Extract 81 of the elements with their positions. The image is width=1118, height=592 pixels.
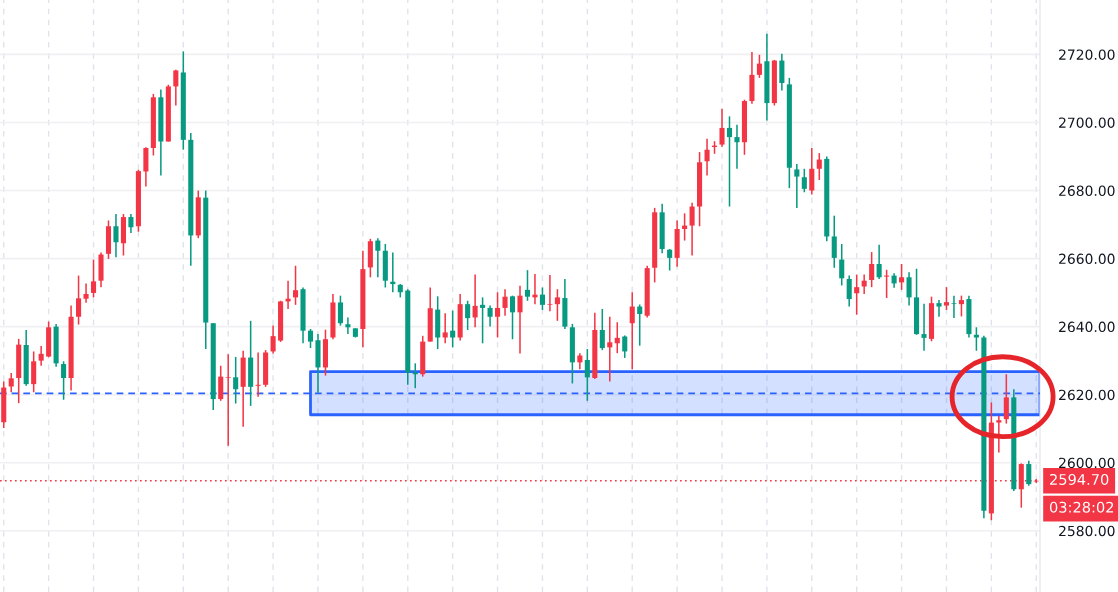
- candlestick: [637, 303, 643, 347]
- candlestick: [547, 274, 553, 313]
- candlestick: [996, 414, 1002, 454]
- candlestick: [876, 243, 882, 280]
- candlestick: [1003, 373, 1009, 425]
- candlestick: [667, 248, 673, 272]
- candlestick: [921, 303, 927, 352]
- candlestick: [801, 167, 807, 193]
- candlestick: [951, 294, 957, 319]
- candlestick: [607, 315, 613, 383]
- candlestick: [509, 294, 516, 340]
- candlestick: [1026, 459, 1032, 487]
- candlestick: [584, 348, 590, 402]
- candlestick: [337, 294, 343, 327]
- candlestick: [622, 334, 628, 359]
- candlestick: [31, 350, 37, 394]
- candlestick: [779, 52, 785, 92]
- y-tick-label: 2720.00: [1059, 49, 1115, 60]
- candlestick: [846, 274, 852, 308]
- candlestick: [539, 286, 545, 311]
- candlestick: [734, 124, 740, 170]
- candlestick: [839, 243, 845, 287]
- candlestick: [76, 274, 82, 326]
- candlestick: [502, 288, 508, 317]
- candlestick: [83, 282, 89, 304]
- candlestick: [756, 54, 762, 79]
- candlestick: [293, 264, 299, 306]
- candlestick: [719, 108, 725, 148]
- candlestick: [906, 271, 912, 307]
- text: 03:28:02: [1049, 501, 1114, 513]
- candlestick: [173, 68, 179, 107]
- candlestick: [689, 202, 695, 257]
- candlestick: [629, 291, 635, 370]
- y-tick-label: 2640.00: [1059, 321, 1115, 333]
- y-tick-label: 2680.00: [1059, 185, 1115, 196]
- candlestick: [345, 316, 351, 335]
- candlestick: [90, 258, 97, 299]
- y-tick-label: 2660.00: [1059, 253, 1115, 265]
- candlestick: [128, 213, 134, 234]
- candlestick: [442, 312, 448, 345]
- candlestick: [480, 296, 486, 345]
- candlestick: [704, 138, 710, 177]
- candlestick: [831, 214, 837, 269]
- candlestick: [38, 345, 44, 367]
- candlestick: [943, 286, 950, 311]
- candlestick: [726, 115, 733, 208]
- candlestick: [143, 146, 149, 188]
- candlestick: [218, 364, 224, 402]
- candlestick: [599, 308, 605, 351]
- candlestick: [869, 251, 875, 288]
- candlestick: [495, 291, 501, 339]
- candlestick: [465, 299, 471, 331]
- candlestick: [899, 263, 905, 291]
- y-tick-label: 2580.00: [1059, 525, 1115, 537]
- candlestick: [270, 324, 276, 355]
- candlestick: [450, 309, 456, 349]
- candlestick: [554, 288, 560, 322]
- candlestick: [375, 237, 381, 279]
- candlestick: [524, 269, 531, 302]
- candlestick: [884, 269, 890, 299]
- candlestick: [307, 328, 314, 349]
- candlestick: [958, 294, 964, 318]
- y-tick-label: 2600.00: [1059, 457, 1115, 469]
- candlestick: [113, 213, 119, 258]
- candlestick: [973, 326, 979, 352]
- y-tick-label: 2700.00: [1059, 117, 1115, 128]
- y-tick-label: 2620.00: [1059, 389, 1115, 401]
- candlestick: [225, 353, 231, 447]
- candlestick: [487, 304, 493, 328]
- candlestick: [8, 372, 14, 394]
- candlestick: [255, 351, 261, 398]
- candlestick: [854, 273, 860, 316]
- ref-line-label: 2594.70: [1050, 473, 1109, 485]
- candlestick: [472, 273, 478, 329]
- candlestick: [61, 360, 67, 401]
- candlestick: [517, 285, 523, 355]
- candlestick: [794, 163, 800, 209]
- candlestick: [233, 356, 239, 405]
- candlestick: [816, 152, 822, 181]
- candlestick: [936, 299, 942, 318]
- candlestick: [809, 147, 815, 196]
